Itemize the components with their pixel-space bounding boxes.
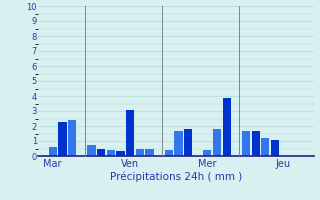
Bar: [136, 149, 144, 156]
Bar: [126, 110, 134, 156]
Bar: [252, 130, 260, 156]
Bar: [174, 130, 182, 156]
Bar: [184, 129, 192, 156]
Bar: [261, 138, 269, 156]
Bar: [97, 148, 105, 156]
Bar: [223, 98, 231, 156]
Bar: [49, 147, 57, 156]
Bar: [87, 145, 96, 156]
Bar: [165, 150, 173, 156]
X-axis label: Précipitations 24h ( mm ): Précipitations 24h ( mm ): [110, 172, 242, 182]
Bar: [107, 150, 115, 156]
Bar: [271, 140, 279, 156]
Bar: [145, 149, 154, 156]
Bar: [59, 121, 67, 156]
Bar: [242, 130, 250, 156]
Bar: [116, 151, 124, 156]
Bar: [68, 120, 76, 156]
Bar: [213, 129, 221, 156]
Bar: [203, 150, 212, 156]
